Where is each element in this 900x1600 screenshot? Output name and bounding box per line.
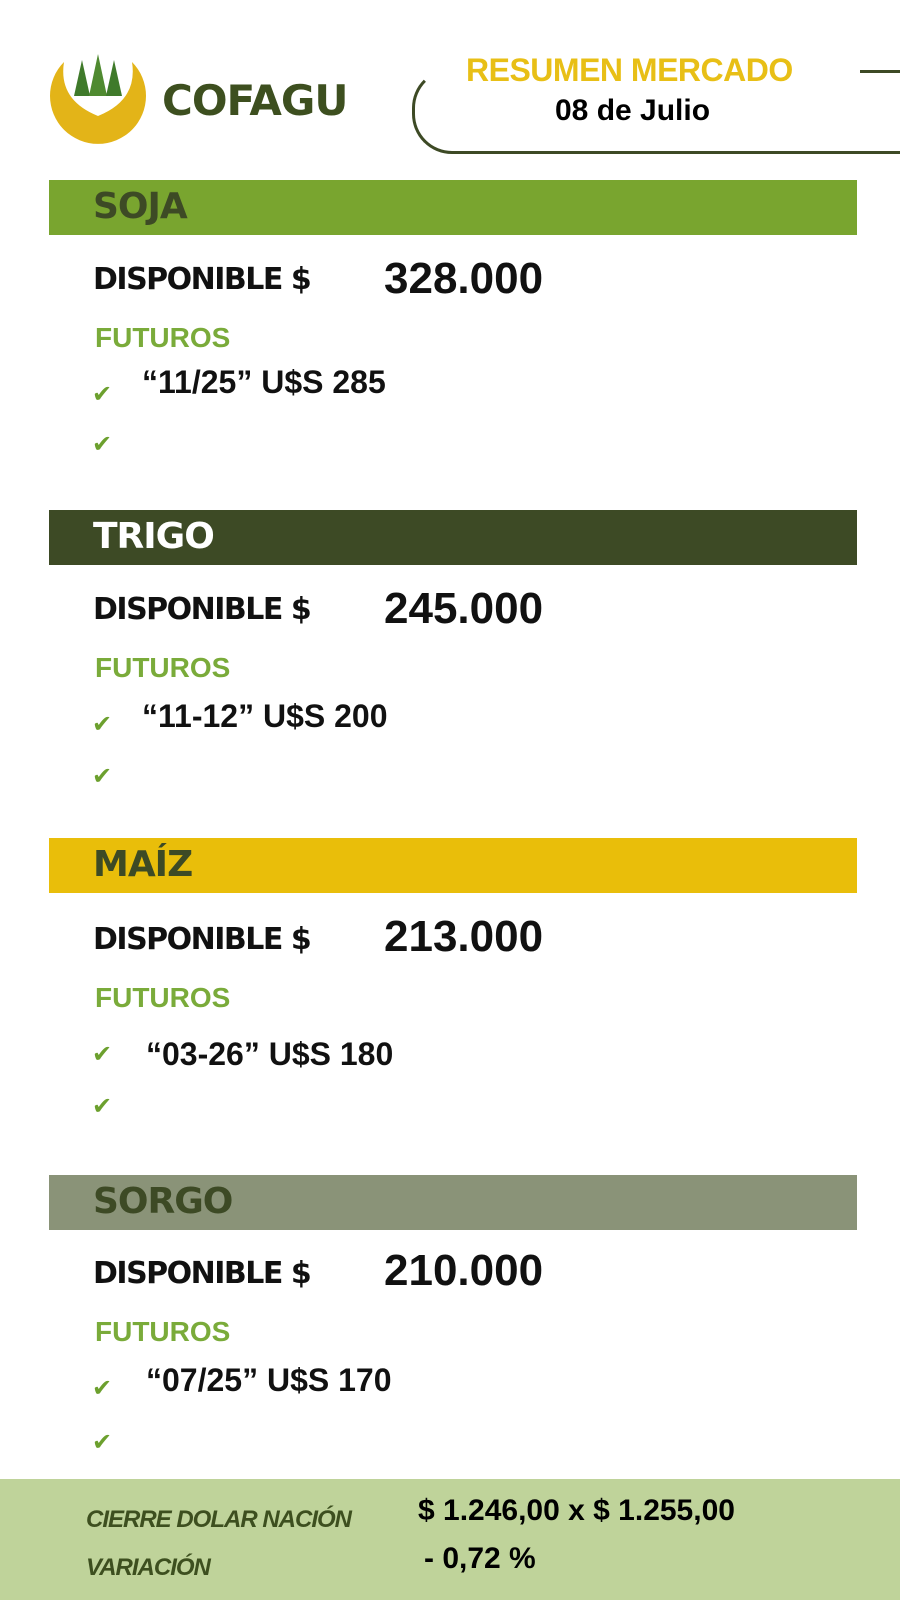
section-title: TRIGO [93, 516, 215, 557]
section-title: SORGO [93, 1181, 233, 1222]
disponible-label: DISPONIBLE $ [93, 922, 312, 957]
check-icon: ✔ [92, 430, 113, 458]
futuro-value: “11-12” U$S 200 [142, 698, 388, 734]
disponible-value: 213.000 [384, 912, 544, 961]
section-header-maiz: MAÍZ [49, 838, 857, 893]
cofagu-logo [50, 54, 146, 144]
check-icon: ✔ [92, 1040, 113, 1068]
futuro-value: “03-26” U$S 180 [146, 1036, 394, 1072]
disponible-value: 245.000 [384, 584, 544, 633]
check-icon: ✔ [92, 1428, 113, 1456]
dolar-label: CIERRE DOLAR NACIÓN [86, 1506, 352, 1533]
disponible-value: 328.000 [384, 254, 544, 303]
check-icon: ✔ [92, 710, 113, 738]
brand-name: COFAGU [162, 76, 348, 125]
disponible-label: DISPONIBLE $ [93, 1256, 312, 1291]
futuro-value: “07/25” U$S 170 [146, 1362, 392, 1398]
disponible-label: DISPONIBLE $ [93, 592, 312, 627]
variacion-label: VARIACIÓN [86, 1554, 211, 1581]
report-title: RESUMEN MERCADO [462, 52, 797, 89]
futuros-label: FUTUROS [95, 652, 231, 683]
futuro-value: “11/25” U$S 285 [142, 364, 386, 400]
futuros-label: FUTUROS [95, 322, 231, 353]
title-frame [412, 68, 900, 154]
check-icon: ✔ [92, 380, 113, 408]
section-title: SOJA [93, 186, 188, 227]
check-icon: ✔ [92, 1374, 113, 1402]
report-date: 08 de Julio [555, 94, 711, 127]
check-icon: ✔ [92, 1092, 113, 1120]
disponible-label: DISPONIBLE $ [93, 262, 312, 297]
section-title: MAÍZ [93, 844, 193, 885]
title-frame-line [860, 70, 900, 73]
section-header-soja: SOJA [49, 180, 857, 235]
variacion-value: - 0,72 % [424, 1542, 536, 1575]
dolar-value: $ 1.246,00 x $ 1.255,00 [418, 1494, 735, 1527]
section-header-sorgo: SORGO [49, 1175, 857, 1230]
futuros-label: FUTUROS [95, 982, 231, 1013]
check-icon: ✔ [92, 762, 113, 790]
futuros-label: FUTUROS [95, 1316, 231, 1347]
footer-band [0, 1479, 900, 1600]
section-header-trigo: TRIGO [49, 510, 857, 565]
disponible-value: 210.000 [384, 1246, 544, 1295]
